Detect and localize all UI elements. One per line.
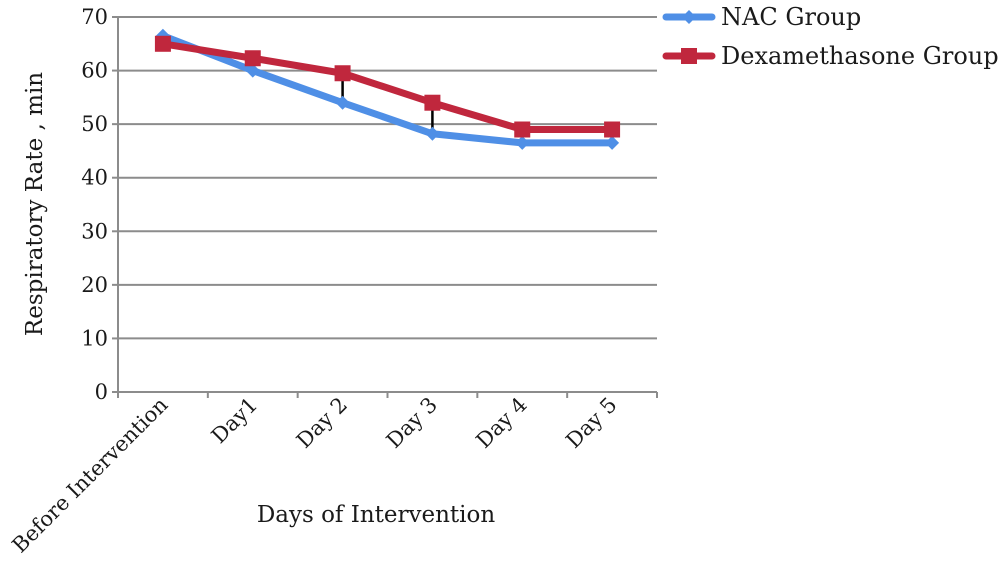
data-point-dexamethasone-group	[334, 65, 351, 82]
x-tick-label: Day 5	[561, 393, 621, 453]
data-point-nac-group	[245, 63, 260, 78]
series-line-nac-group	[159, 32, 616, 147]
legend-marker-dexamethasone-group	[681, 48, 697, 64]
data-point-nac-group	[515, 135, 530, 150]
legend-marker-nac-group	[682, 10, 696, 24]
y-tick-label: 0	[95, 380, 108, 404]
data-series	[154, 28, 621, 150]
x-axis-title: Days of Intervention	[257, 502, 496, 528]
data-point-dexamethasone-group	[514, 121, 531, 138]
data-point-dexamethasone-group	[244, 50, 261, 67]
y-axis-ticks: 0 10 20 30 40 50 60 70	[81, 5, 108, 404]
x-tick-label: Day 2	[292, 393, 352, 453]
y-axis-title: Respiratory Rate , min	[22, 72, 48, 336]
x-tick-label: Day1	[207, 393, 263, 449]
data-point-nac-group	[425, 126, 440, 141]
data-point-nac-group	[335, 95, 350, 110]
x-tick-label: Day 4	[471, 393, 531, 453]
gridlines	[112, 16, 658, 398]
y-tick-label: 20	[81, 273, 108, 297]
data-point-dexamethasone-group	[154, 35, 171, 52]
x-axis-ticks: Before Intervention Day1 Day 2 Day 3 Day 4 Da…	[7, 393, 621, 558]
data-point-nac-group	[605, 135, 620, 150]
legend-label-dexamethasone-group: Dexamethasone Group	[721, 42, 999, 70]
x-tick-label: Day 3	[382, 393, 442, 453]
y-tick-label: 30	[81, 219, 108, 243]
x-tick-label: Before Intervention	[7, 393, 172, 558]
legend-label-nac-group: NAC Group	[721, 3, 861, 31]
y-tick-label: 40	[81, 166, 108, 190]
data-point-dexamethasone-group	[604, 121, 621, 138]
series-line-dexamethasone-group	[159, 40, 616, 133]
data-point-dexamethasone-group	[424, 94, 441, 111]
y-tick-label: 10	[81, 326, 108, 350]
y-tick-label: 60	[81, 59, 108, 83]
y-tick-label: 70	[81, 5, 108, 29]
y-tick-label: 50	[81, 112, 108, 136]
legend: NAC Group Dexamethasone Group	[662, 3, 999, 70]
